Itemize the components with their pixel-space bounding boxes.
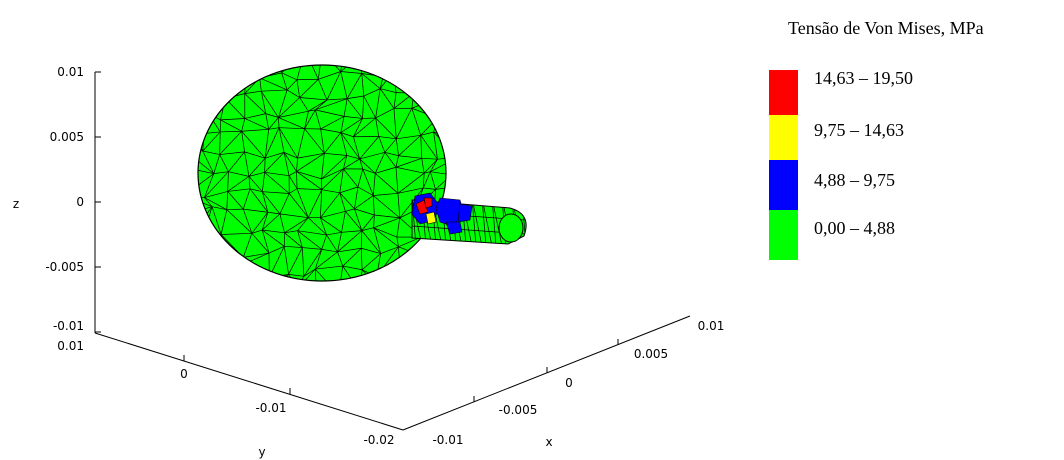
z-tick-label: -0.01	[53, 319, 84, 333]
z-tick-label: 0.01	[57, 65, 84, 79]
y-axis-label: y	[258, 445, 265, 459]
y-tick-label: -0.02	[363, 433, 394, 447]
legend-label-blue: 4,88 – 9,75	[814, 170, 895, 190]
legend-swatch-blue	[769, 160, 798, 210]
y-axis-line	[94, 332, 404, 431]
legend-title: Tensão de Von Mises, MPa	[788, 18, 984, 38]
y-tick-label: 0.01	[57, 339, 84, 353]
legend-swatch-red	[769, 70, 798, 120]
x-tick-label: 0.01	[698, 319, 725, 333]
z-tick-label: 0.005	[50, 130, 84, 144]
y-tick-label: 0	[180, 367, 188, 381]
z-ticks	[95, 71, 101, 333]
z-tick-label: 0	[76, 195, 84, 209]
x-tick-label: 0.005	[634, 347, 668, 361]
y-tick-label: -0.01	[255, 401, 286, 415]
y-ticks	[183, 355, 291, 394]
legend-label-green: 0,00 – 4,88	[814, 218, 895, 238]
legend-label-yellow: 9,75 – 14,63	[814, 120, 904, 140]
stress-concentration	[411, 192, 473, 235]
x-tick-label: -0.005	[499, 403, 538, 417]
x-tick-label: -0.01	[432, 433, 463, 447]
legend-label-red: 14,63 – 19,50	[814, 68, 913, 88]
z-tick-label: -0.005	[45, 260, 84, 274]
z-axis-label: z	[13, 197, 19, 211]
legend-swatch-green	[769, 210, 798, 260]
x-axis-label: x	[545, 435, 552, 449]
x-ticks	[473, 339, 619, 402]
x-tick-label: 0	[565, 376, 573, 390]
ellipsoid-mesh	[197, 64, 447, 282]
legend-swatch-yellow	[769, 115, 798, 165]
